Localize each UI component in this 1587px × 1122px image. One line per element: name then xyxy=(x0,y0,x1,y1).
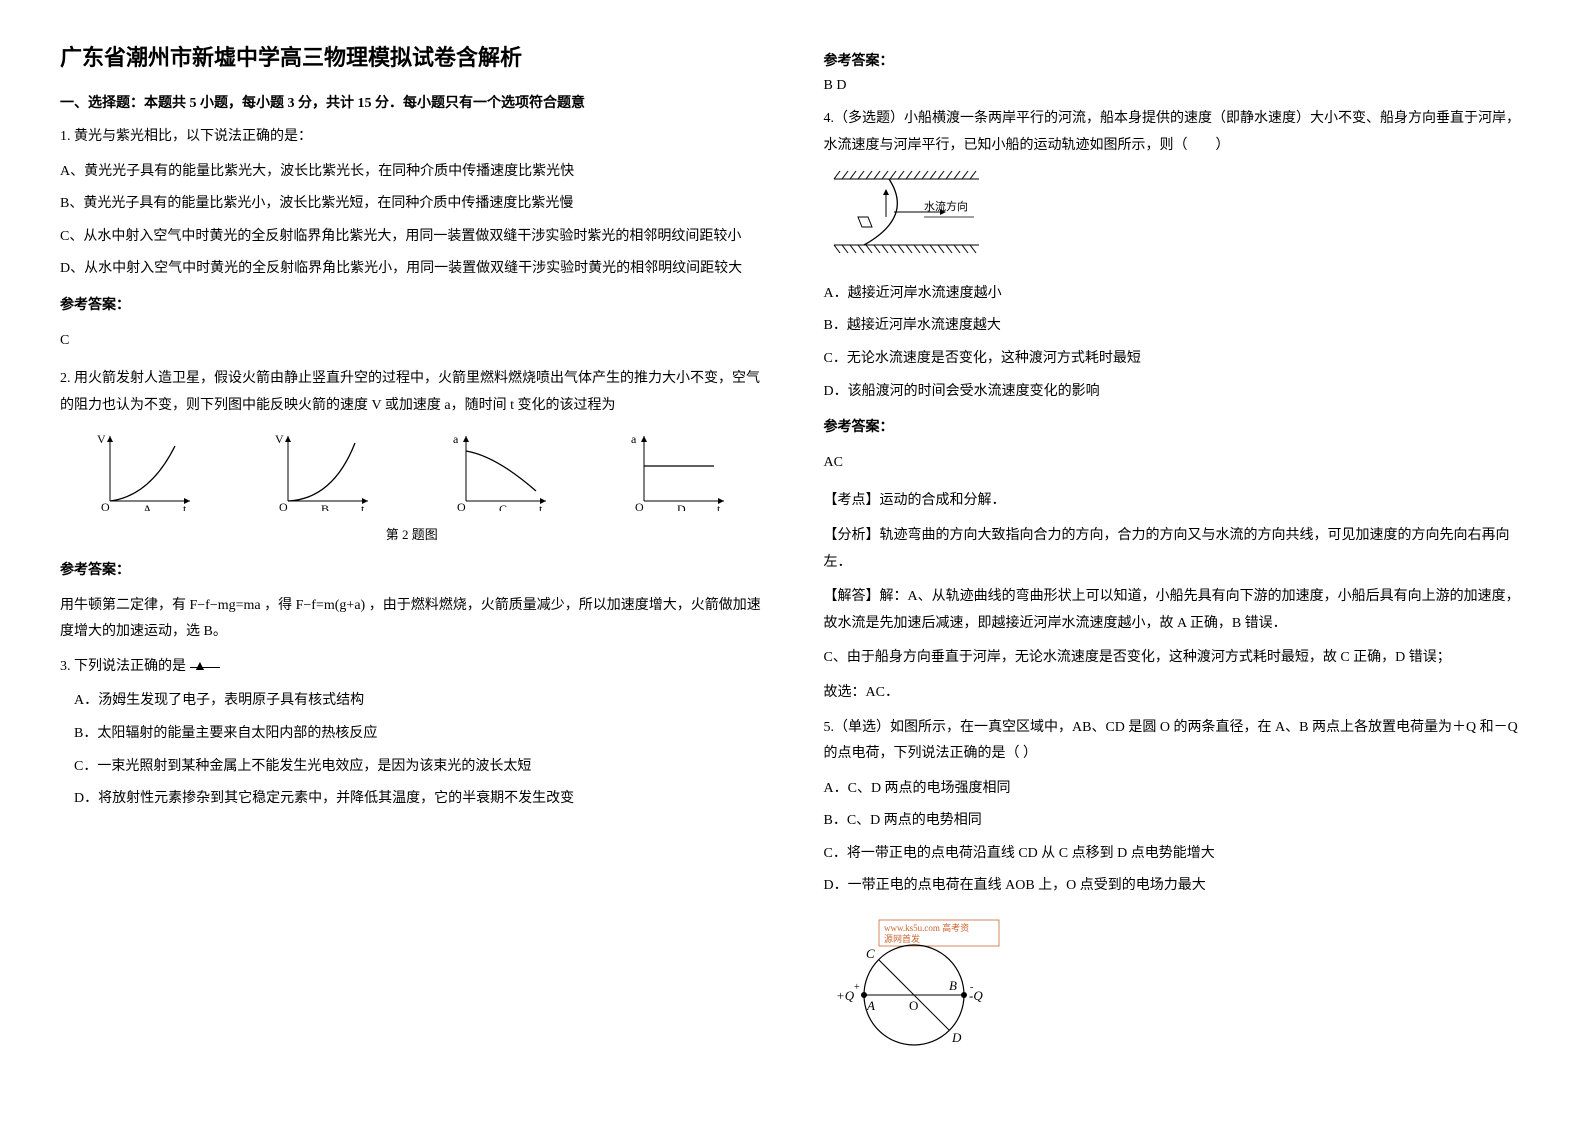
svg-text:水流方向: 水流方向 xyxy=(924,199,968,213)
svg-text:源网首发: 源网首发 xyxy=(884,933,920,944)
svg-text:+Q: +Q xyxy=(836,988,855,1003)
q2-subfig-d: a t O D xyxy=(629,431,729,511)
svg-text:C: C xyxy=(866,946,875,961)
svg-text:V: V xyxy=(275,432,284,446)
river-crossing-icon: 水流方向 xyxy=(824,167,1004,262)
q3-option-b: B．太阳辐射的能量主要来自太阳内部的热核反应 xyxy=(60,721,764,748)
q3-option-c: C．一束光照射到某种金属上不能发生光电效应，是因为该束光的波长太短 xyxy=(60,754,764,781)
q3-option-a: A．汤姆生发现了电子，表明原子具有核式结构 xyxy=(60,688,764,715)
q3-option-d: D．将放射性元素掺杂到其它稳定元素中，并降低其温度，它的半衰期不发生改变 xyxy=(60,786,764,813)
svg-text:V: V xyxy=(97,432,106,446)
q1-answer-label: 参考答案： xyxy=(60,293,764,320)
svg-text:B: B xyxy=(321,502,329,511)
svg-text:O: O xyxy=(279,500,288,511)
main-title: 广东省潮州市新墟中学高三物理模拟试卷含解析 xyxy=(60,40,764,72)
q4-fx: 【分析】轨迹弯曲的方向大致指向合力的方向，合力的方向又与水流的方向共线，可见加速… xyxy=(824,523,1528,576)
svg-text:A: A xyxy=(866,998,875,1013)
svg-text:t: t xyxy=(361,502,365,511)
q4-option-c: C．无论水流速度是否变化，这种渡河方式耗时最短 xyxy=(824,346,1528,373)
section1-header: 一、选择题：本题共 5 小题，每小题 3 分，共计 15 分．每小题只有一个选项… xyxy=(60,92,764,112)
question-3: 3. 下列说法正确的是 ▲ A．汤姆生发现了电子，表明原子具有核式结构 B．太阳… xyxy=(60,654,764,813)
chart-d-icon: a t O D xyxy=(629,431,729,511)
svg-text:B: B xyxy=(949,978,957,993)
q4-pick: 故选：AC． xyxy=(824,680,1528,707)
svg-text:O: O xyxy=(457,500,466,511)
q4-answer: AC xyxy=(824,450,1528,477)
chart-b-icon: V t O B xyxy=(273,431,373,511)
svg-text:t: t xyxy=(717,502,721,511)
q2-subfig-b: V t O B xyxy=(273,431,373,511)
chart-a-icon: V t O A xyxy=(95,431,195,511)
svg-text:a: a xyxy=(631,432,637,446)
q4-kp-label: 【考点】 xyxy=(824,493,880,508)
svg-text:+: + xyxy=(854,982,860,993)
q4-fx-text: 轨迹弯曲的方向大致指向合力的方向，合力的方向又与水流的方向共线，可见加速度的方向… xyxy=(824,528,1510,570)
q2-caption: 第 2 题图 xyxy=(60,523,764,548)
q2-analysis: 用牛顿第二定律，有 F−f−mg=ma ，得 F−f=m(g+a) ，由于燃料燃… xyxy=(60,593,764,646)
svg-text:D: D xyxy=(677,502,686,511)
q5-option-d: D．一带正电的点电荷在直线 AOB 上，O 点受到的电场力最大 xyxy=(824,873,1528,900)
circle-charges-icon: www.ks5u.com 高考资 源网首发 O +Q -Q A xyxy=(824,910,1024,1060)
q3-stem-text: 3. 下列说法正确的是 xyxy=(60,659,186,674)
question-5: 5.（单选）如图所示，在一真空区域中，AB、CD 是圆 O 的两条直径，在 A、… xyxy=(824,715,1528,1071)
svg-text:C: C xyxy=(499,502,507,511)
q4-answer-label: 参考答案： xyxy=(824,415,1528,442)
question-2: 2. 用火箭发射人造卫星，假设火箭由静止竖直升空的过程中，火箭里燃料燃烧喷出气体… xyxy=(60,366,764,646)
svg-text:t: t xyxy=(539,502,543,511)
question-1: 1. 黄光与紫光相比，以下说法正确的是： A、黄光光子具有的能量比紫光大，波长比… xyxy=(60,124,764,354)
q1-option-c: C、从水中射入空气中时黄光的全反射临界角比紫光大，用同一装置做双缝干涉实验时紫光… xyxy=(60,224,764,251)
svg-text:D: D xyxy=(951,1030,962,1045)
q5-option-b: B．C、D 两点的电势相同 xyxy=(824,808,1528,835)
svg-text:O: O xyxy=(101,500,110,511)
svg-text:A: A xyxy=(143,502,152,511)
q4-option-b: B．越接近河岸水流速度越大 xyxy=(824,313,1528,340)
svg-text:-: - xyxy=(970,982,973,993)
q1-stem: 1. 黄光与紫光相比，以下说法正确的是： xyxy=(60,124,764,151)
q5-option-c: C．将一带正电的点电荷沿直线 CD 从 C 点移到 D 点电势能增大 xyxy=(824,841,1528,868)
q3-blank: ▲ xyxy=(190,654,220,668)
q2-figure-row: V t O A V t O xyxy=(60,431,764,511)
svg-text:t: t xyxy=(183,502,187,511)
q4-figure: 水流方向 xyxy=(824,167,1528,273)
q2-answer-label: 参考答案： xyxy=(60,558,764,585)
q5-stem: 5.（单选）如图所示，在一真空区域中，AB、CD 是圆 O 的两条直径，在 A、… xyxy=(824,715,1528,768)
q1-option-b: B、黄光光子具有的能量比紫光小，波长比紫光短，在同种介质中传播速度比紫光慢 xyxy=(60,191,764,218)
q4-jd-label: 【解答】 xyxy=(824,589,880,604)
q5-figure: www.ks5u.com 高考资 源网首发 O +Q -Q A xyxy=(824,910,1528,1071)
left-column: 广东省潮州市新墟中学高三物理模拟试卷含解析 一、选择题：本题共 5 小题，每小题… xyxy=(60,40,764,1081)
q4-kp: 【考点】运动的合成和分解． xyxy=(824,488,1528,515)
page-container: 广东省潮州市新墟中学高三物理模拟试卷含解析 一、选择题：本题共 5 小题，每小题… xyxy=(60,40,1527,1081)
q4-option-a: A．越接近河岸水流速度越小 xyxy=(824,281,1528,308)
q4-stem: 4.（多选题）小船横渡一条两岸平行的河流，船本身提供的速度（即静水速度）大小不变… xyxy=(824,106,1528,159)
q2-subfig-a: V t O A xyxy=(95,431,195,511)
q4-kp-text: 运动的合成和分解． xyxy=(880,493,1006,508)
q1-answer: C xyxy=(60,328,764,355)
q3-answer-label: 参考答案： xyxy=(824,50,1528,70)
question-4: 4.（多选题）小船横渡一条两岸平行的河流，船本身提供的速度（即静水速度）大小不变… xyxy=(824,106,1528,707)
chart-c-icon: a t O C xyxy=(451,431,551,511)
q5-option-a: A．C、D 两点的电场强度相同 xyxy=(824,776,1528,803)
q3-answer: B D xyxy=(824,78,1528,94)
svg-text:O: O xyxy=(635,500,644,511)
q2-subfig-c: a t O C xyxy=(451,431,551,511)
q4-option-d: D．该船渡河的时间会受水流速度变化的影响 xyxy=(824,379,1528,406)
svg-text:a: a xyxy=(453,432,459,446)
q4-fx-label: 【分析】 xyxy=(824,528,880,543)
q2-stem: 2. 用火箭发射人造卫星，假设火箭由静止竖直升空的过程中，火箭里燃料燃烧喷出气体… xyxy=(60,366,764,419)
right-column: 参考答案： B D 4.（多选题）小船横渡一条两岸平行的河流，船本身提供的速度（… xyxy=(824,40,1528,1081)
svg-text:O: O xyxy=(909,998,918,1013)
q1-option-a: A、黄光光子具有的能量比紫光大，波长比紫光长，在同种介质中传播速度比紫光快 xyxy=(60,159,764,186)
q1-option-d: D、从水中射入空气中时黄光的全反射临界角比紫光小，用同一装置做双缝干涉实验时黄光… xyxy=(60,256,764,283)
q4-jd1-text: 解：A、从轨迹曲线的弯曲形状上可以知道，小船先具有向下游的加速度，小船后具有向上… xyxy=(824,589,1520,631)
q4-jd1: 【解答】解：A、从轨迹曲线的弯曲形状上可以知道，小船先具有向下游的加速度，小船后… xyxy=(824,584,1528,637)
svg-text:www.ks5u.com 高考资: www.ks5u.com 高考资 xyxy=(884,922,969,933)
q3-stem: 3. 下列说法正确的是 ▲ xyxy=(60,654,764,681)
q4-jd2: C、由于船身方向垂直于河岸，无论水流速度是否变化，这种渡河方式耗时最短，故 C … xyxy=(824,645,1528,672)
